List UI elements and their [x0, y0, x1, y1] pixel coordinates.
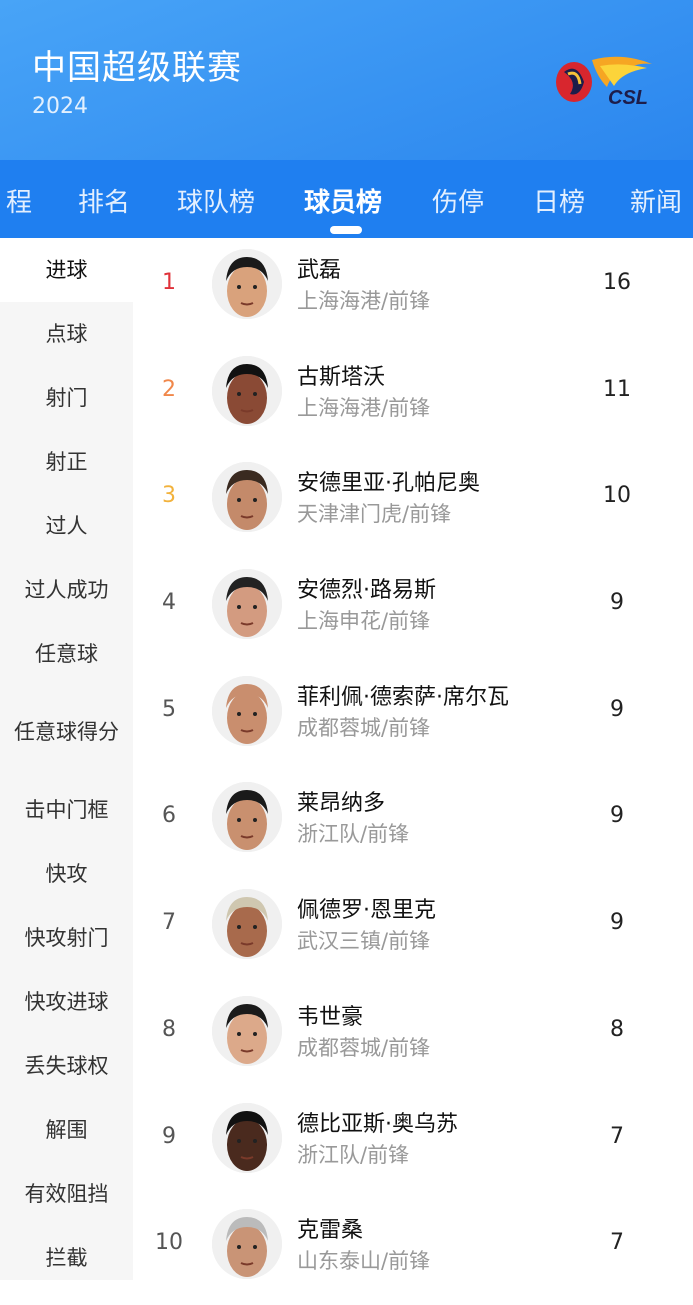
season-year: 2024: [32, 94, 88, 119]
stat-value: 9: [610, 803, 624, 829]
tab-team-rank[interactable]: 球队榜: [177, 188, 256, 218]
sidebar-item[interactable]: 任意球: [35, 641, 98, 666]
stat-value: 7: [610, 1123, 624, 1149]
player-name: 安德烈·路易斯: [297, 578, 436, 604]
player-team-position: 浙江队/前锋: [297, 822, 410, 847]
player-name: 德比亚斯·奥乌苏: [297, 1111, 458, 1137]
player-name: 古斯塔沃: [297, 364, 386, 390]
player-team-position: 上海海港/前锋: [297, 289, 431, 313]
sidebar-item[interactable]: 点球: [45, 321, 88, 346]
stat-value: 11: [603, 376, 631, 402]
player-name: 武磊: [297, 258, 342, 283]
tab-standings[interactable]: 排名: [78, 188, 131, 218]
rank-number: 1: [162, 270, 176, 295]
player-name: 安德里亚·孔帕尼奥: [297, 471, 480, 497]
player-avatar: [212, 995, 282, 1066]
sidebar-item[interactable]: 快攻: [45, 861, 88, 886]
rank-number: 5: [162, 696, 176, 722]
player-team-position: 浙江队/前锋: [297, 1142, 410, 1167]
rank-number: 8: [162, 1016, 176, 1042]
csl-logo: CSL: [556, 56, 652, 108]
player-name: 佩德罗·恩里克: [297, 898, 436, 924]
player-avatar: [212, 782, 282, 853]
stat-value: 9: [610, 910, 624, 936]
player-avatar: [212, 889, 282, 960]
sidebar-item[interactable]: 拦截: [45, 1245, 88, 1270]
player-team-position: 上海申花/前锋: [297, 609, 431, 634]
sidebar-item[interactable]: 任意球得分: [14, 719, 119, 744]
rank-number: 4: [162, 590, 176, 616]
player-row[interactable]: 2 古斯塔沃 上海海港/前锋 11: [133, 345, 693, 452]
player-row[interactable]: 5 菲利佩·德索萨·席尔瓦 成都蓉城/前锋 9: [133, 665, 693, 772]
stat-value: 7: [610, 1230, 624, 1256]
player-name: 菲利佩·德索萨·席尔瓦: [297, 684, 509, 710]
rank-number: 7: [162, 910, 176, 936]
player-row[interactable]: 3 安德里亚·孔帕尼奥 天津津门虎/前锋 10: [133, 451, 693, 558]
player-team-position: 天津津门虎/前锋: [297, 502, 452, 527]
sidebar-item[interactable]: 快攻射门: [24, 925, 109, 950]
svg-text:CSL: CSL: [608, 87, 648, 108]
tab-injuries[interactable]: 伤停: [432, 188, 485, 218]
sidebar-item[interactable]: 射门: [45, 385, 88, 410]
tab-bar: 程 排名 球队榜 球员榜 伤停 日榜 新闻: [0, 160, 693, 238]
rank-number: 6: [162, 803, 176, 829]
sidebar-item[interactable]: 过人成功: [24, 577, 109, 602]
stat-value: 16: [603, 270, 631, 295]
player-avatar: [212, 462, 282, 533]
sidebar-item[interactable]: 击中门框: [24, 797, 109, 822]
tab-news[interactable]: 新闻: [630, 188, 683, 218]
player-row[interactable]: 7 佩德罗·恩里克 武汉三镇/前锋 9: [133, 878, 693, 985]
sidebar-item[interactable]: 过人: [45, 513, 88, 538]
league-title: 中国超级联赛: [32, 48, 242, 88]
active-tab-indicator: [330, 226, 362, 234]
sidebar-item[interactable]: 射正: [45, 449, 88, 474]
player-avatar: [212, 1102, 282, 1173]
player-avatar: [212, 675, 282, 746]
player-row[interactable]: 10 克雷桑 山东泰山/前锋 7: [133, 1198, 693, 1305]
sidebar-item[interactable]: 有效阻挡: [24, 1181, 109, 1206]
stat-value: 10: [603, 483, 631, 509]
sidebar-item[interactable]: 进球: [0, 238, 133, 302]
player-name: 韦世豪: [297, 1004, 364, 1030]
player-name: 克雷桑: [297, 1218, 364, 1244]
stat-value: 9: [610, 590, 624, 616]
player-avatar: [212, 569, 282, 640]
player-ranking-list: 1 武磊 上海海港/前锋 16 2 古斯塔沃 上海海港/前锋 11 3 安德里亚·孔…: [133, 238, 693, 1305]
tab-player-rank[interactable]: 球员榜: [304, 188, 383, 218]
league-header: 中国超级联赛 2024 CSL: [0, 0, 693, 160]
player-avatar: [212, 249, 282, 319]
stat-value: 9: [610, 696, 624, 722]
player-avatar: [212, 1209, 282, 1280]
player-row[interactable]: 1 武磊 上海海港/前锋 16: [133, 238, 693, 345]
sidebar-item[interactable]: 解围: [45, 1117, 88, 1142]
player-row[interactable]: 4 安德烈·路易斯 上海申花/前锋 9: [133, 558, 693, 665]
player-team-position: 武汉三镇/前锋: [297, 929, 431, 954]
sidebar-item[interactable]: 快攻进球: [24, 989, 109, 1014]
player-team-position: 成都蓉城/前锋: [297, 715, 431, 740]
player-team-position: 上海海港/前锋: [297, 395, 431, 420]
player-team-position: 山东泰山/前锋: [297, 1249, 431, 1274]
player-team-position: 成都蓉城/前锋: [297, 1035, 431, 1060]
player-row[interactable]: 6 莱昂纳多 浙江队/前锋 9: [133, 771, 693, 878]
tab-daily[interactable]: 日榜: [533, 188, 586, 218]
player-name: 莱昂纳多: [297, 791, 386, 817]
sidebar-item[interactable]: 丢失球权: [24, 1053, 109, 1078]
player-row[interactable]: 9 德比亚斯·奥乌苏 浙江队/前锋 7: [133, 1092, 693, 1199]
player-row[interactable]: 8 韦世豪 成都蓉城/前锋 8: [133, 985, 693, 1092]
tab-schedule[interactable]: 程: [6, 188, 33, 218]
rank-number: 3: [162, 483, 176, 509]
rank-number: 9: [162, 1123, 176, 1149]
rank-number: 10: [155, 1230, 183, 1256]
stat-category-sidebar: 进球点球射门射正过人过人成功任意球任意球得分击中门框快攻快攻射门快攻进球丢失球权…: [0, 238, 133, 1280]
player-avatar: [212, 355, 282, 426]
stat-value: 8: [610, 1016, 624, 1042]
rank-number: 2: [162, 376, 176, 402]
